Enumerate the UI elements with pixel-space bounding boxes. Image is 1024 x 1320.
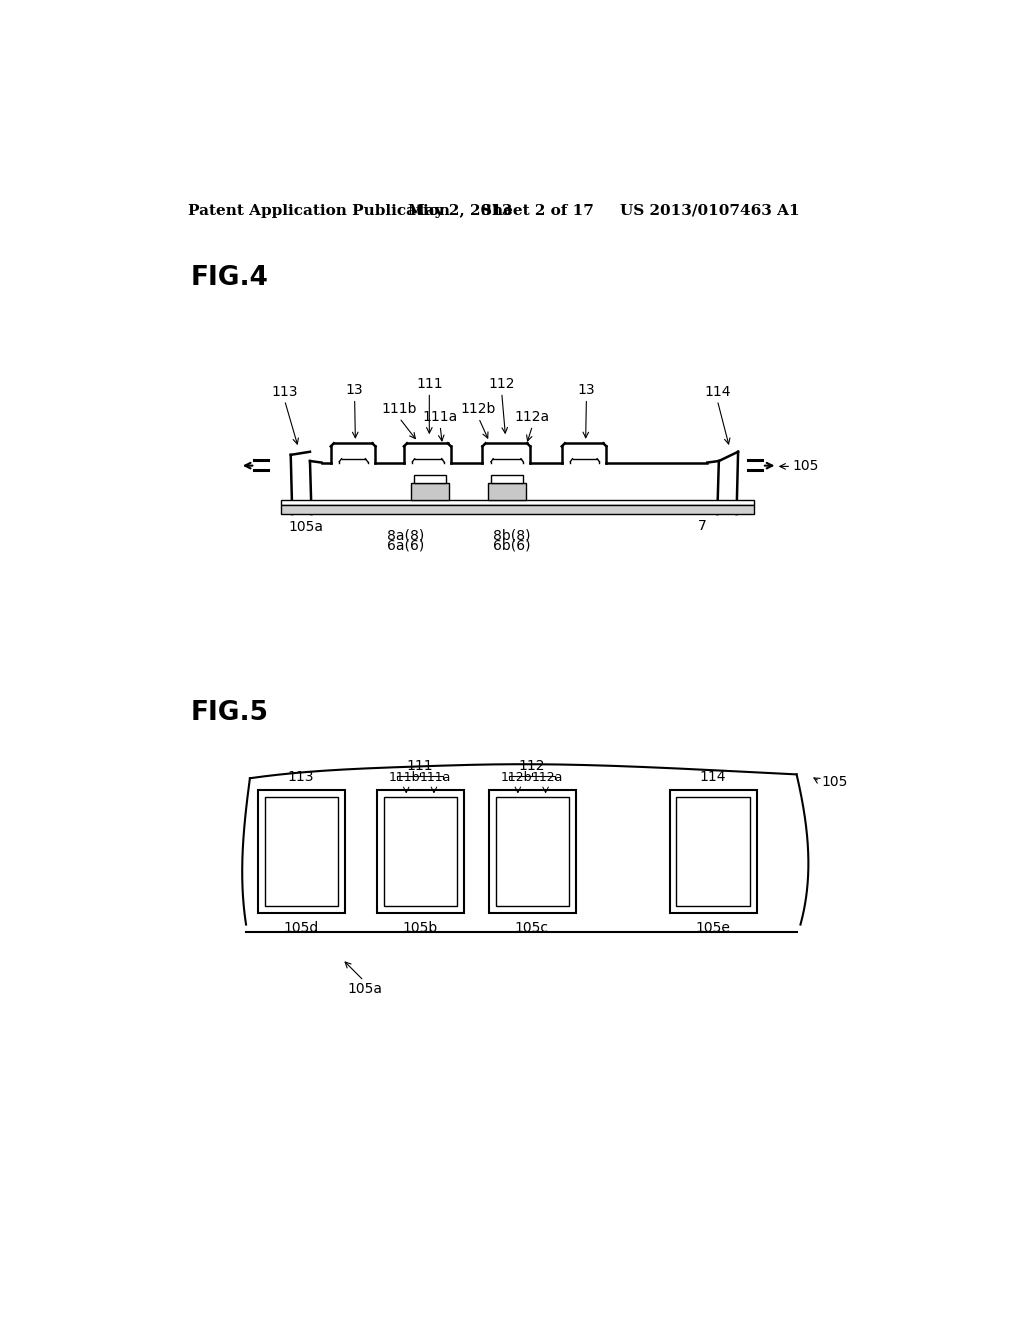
Bar: [414, 475, 446, 483]
Text: Patent Application Publication: Patent Application Publication: [188, 203, 451, 218]
Text: 112a: 112a: [515, 411, 550, 424]
Text: 112b: 112b: [501, 771, 532, 784]
Text: 105a: 105a: [348, 982, 383, 997]
Text: 8a(8): 8a(8): [387, 529, 424, 543]
Text: FIG.5: FIG.5: [190, 700, 268, 726]
Bar: [487, 483, 526, 499]
Text: 111b: 111b: [389, 771, 421, 784]
Bar: [264, 797, 338, 906]
Bar: [281, 506, 755, 515]
Bar: [670, 789, 757, 913]
Text: 105e: 105e: [695, 921, 730, 935]
Text: FIG.4: FIG.4: [190, 265, 268, 290]
Bar: [677, 797, 750, 906]
Text: 105: 105: [821, 775, 848, 789]
Text: 6a(6): 6a(6): [387, 539, 424, 553]
Text: 113: 113: [288, 770, 314, 784]
Bar: [258, 789, 345, 913]
Text: 13: 13: [346, 383, 364, 397]
Text: 114: 114: [705, 384, 730, 399]
Text: Sheet 2 of 17: Sheet 2 of 17: [481, 203, 594, 218]
Bar: [377, 789, 464, 913]
Text: 7: 7: [698, 519, 707, 533]
Bar: [488, 789, 575, 913]
Text: 111a: 111a: [420, 771, 452, 784]
Text: 114: 114: [699, 770, 726, 784]
Text: US 2013/0107463 A1: US 2013/0107463 A1: [620, 203, 799, 218]
Bar: [384, 797, 457, 906]
Text: May 2, 2013: May 2, 2013: [408, 203, 512, 218]
Text: 105c: 105c: [515, 921, 549, 935]
Text: 105d: 105d: [283, 921, 318, 935]
Bar: [490, 475, 523, 483]
Text: 112: 112: [518, 759, 545, 774]
Text: 111a: 111a: [423, 411, 458, 424]
Bar: [281, 499, 755, 504]
Text: 113: 113: [271, 384, 298, 399]
Text: 112b: 112b: [461, 403, 497, 416]
Text: 13: 13: [578, 383, 595, 397]
Text: 105b: 105b: [402, 921, 437, 935]
Text: 6b(6): 6b(6): [493, 539, 530, 553]
Text: 8b(8): 8b(8): [493, 529, 530, 543]
Text: 105a: 105a: [289, 520, 324, 533]
Text: 112a: 112a: [531, 771, 563, 784]
Bar: [496, 797, 568, 906]
Text: 112: 112: [488, 378, 515, 391]
Bar: [411, 483, 450, 499]
Text: 111: 111: [416, 378, 442, 391]
Text: 111: 111: [407, 759, 433, 774]
Text: 105: 105: [793, 459, 819, 474]
Text: 111b: 111b: [382, 403, 417, 416]
